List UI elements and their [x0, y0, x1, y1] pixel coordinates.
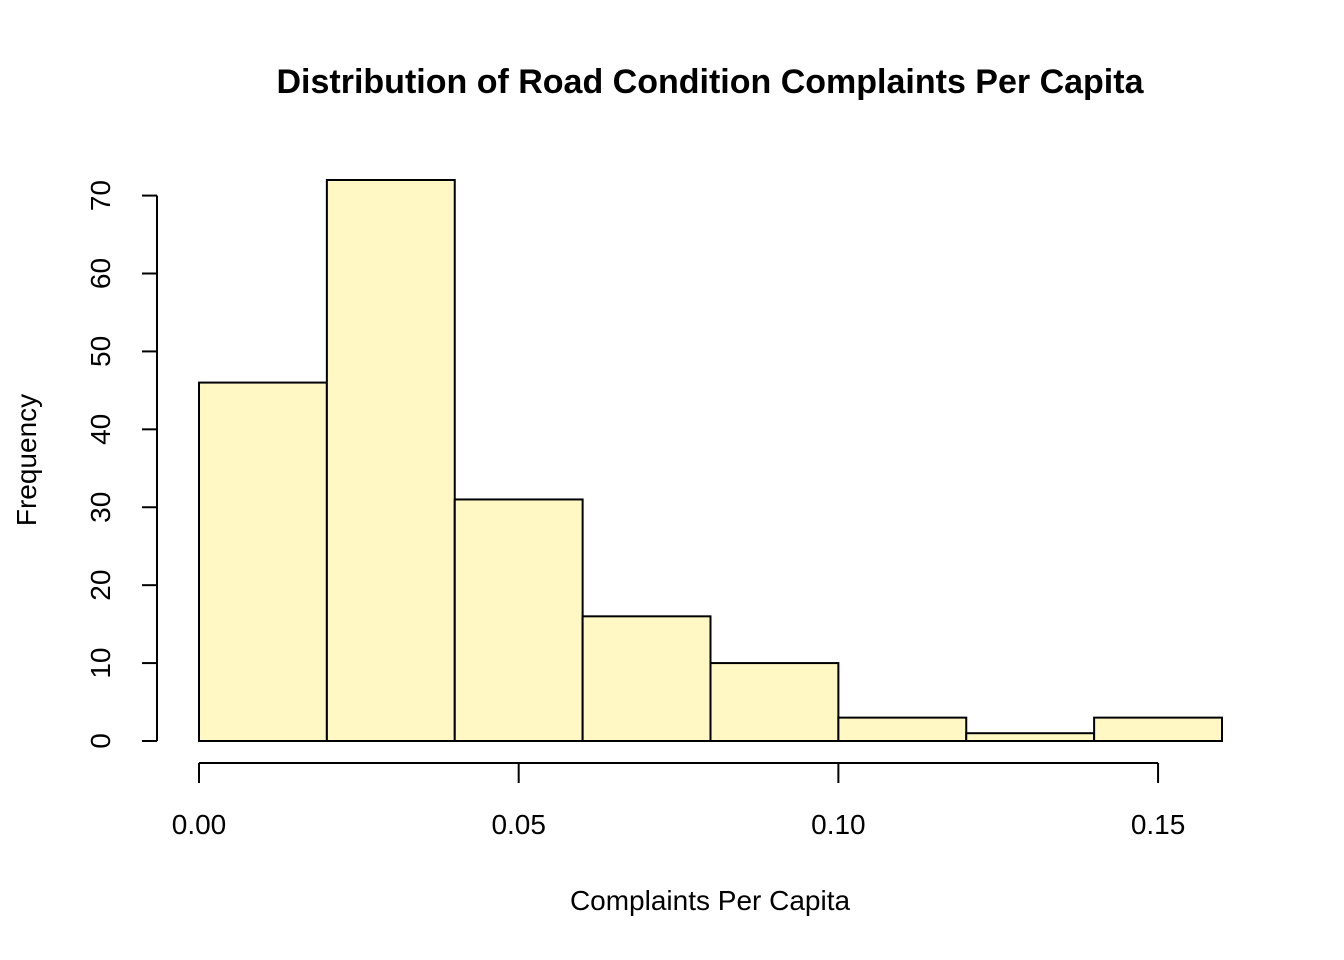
histogram-bar	[1093, 716, 1223, 742]
histogram-bar	[965, 732, 1096, 742]
histogram-bar	[453, 498, 584, 743]
chart-title: Distribution of Road Condition Complaint…	[277, 63, 1145, 101]
histogram-bar	[709, 662, 840, 742]
y-axis: 0 10 20 30 40 50 60 70	[85, 180, 158, 749]
histogram-bar	[581, 615, 712, 742]
histogram-bar	[325, 179, 456, 742]
histogram-bar	[837, 716, 968, 742]
x-tick-label: 0.15	[1131, 809, 1186, 840]
y-axis-label: Frequency	[11, 394, 42, 526]
x-tick-label: 0.05	[491, 809, 546, 840]
y-tick-label: 0	[85, 733, 116, 749]
x-axis: 0.00 0.05 0.10 0.15	[172, 762, 1186, 840]
y-tick-label: 20	[85, 570, 116, 601]
x-axis-label: Complaints Per Capita	[570, 885, 851, 916]
y-tick-label: 60	[85, 258, 116, 289]
y-tick-label: 40	[85, 414, 116, 445]
y-tick-label: 10	[85, 648, 116, 679]
x-tick-label: 0.00	[172, 809, 227, 840]
histogram-bar	[198, 381, 328, 742]
y-tick-label: 30	[85, 492, 116, 523]
bars-group	[198, 179, 1223, 743]
y-tick-label: 70	[85, 180, 116, 211]
y-tick-label: 50	[85, 336, 116, 367]
x-tick-label: 0.10	[811, 809, 866, 840]
